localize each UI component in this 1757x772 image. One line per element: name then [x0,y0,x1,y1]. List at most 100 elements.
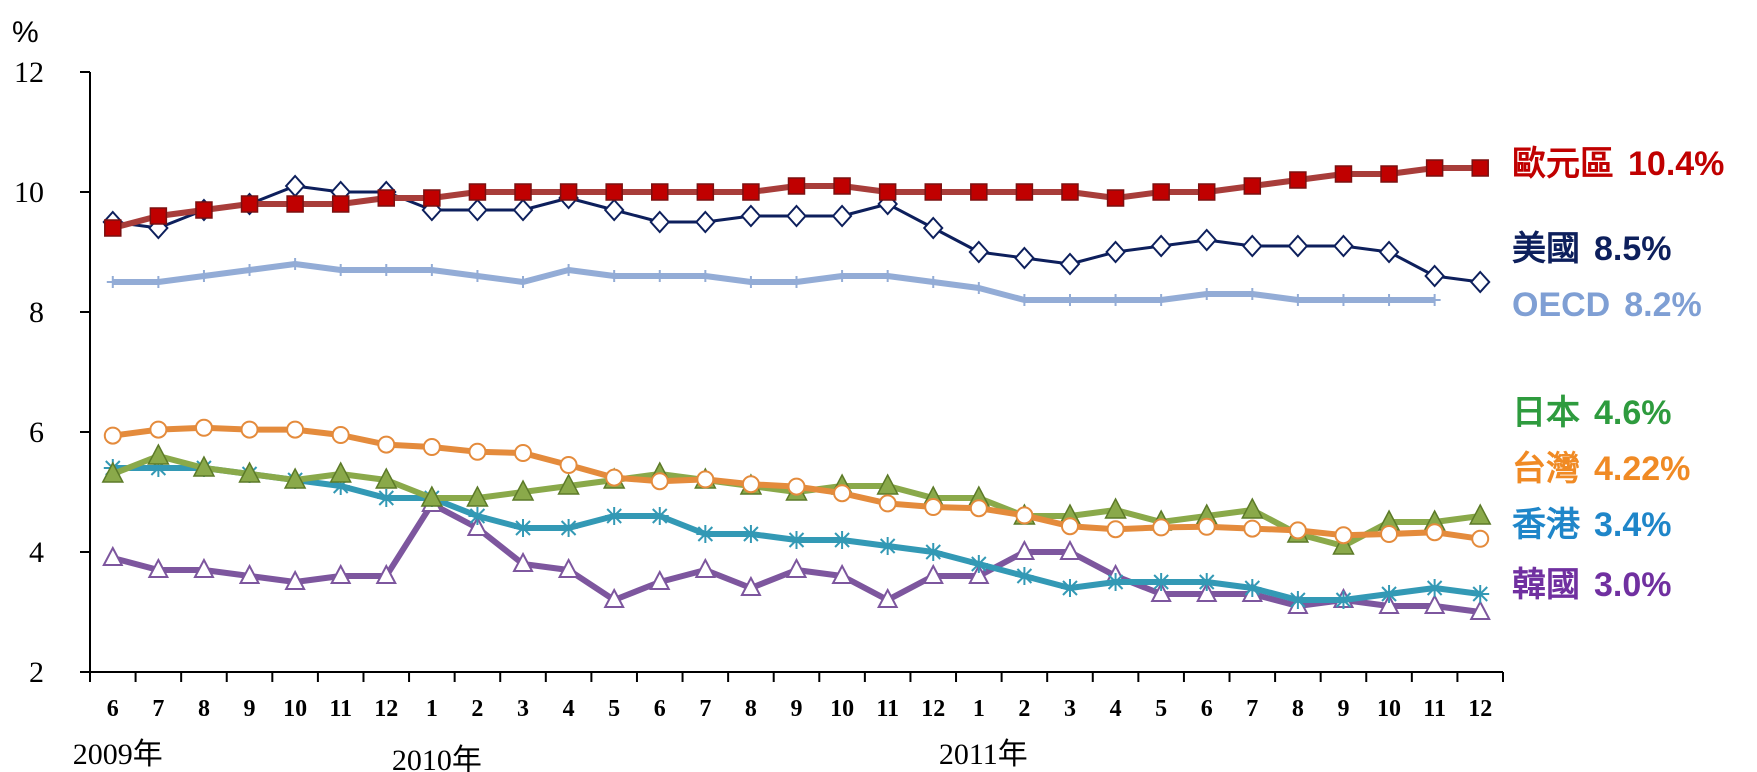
x-tick-label: 9 [791,696,803,722]
data-point [557,473,580,495]
x-tick-label: 2 [1018,696,1030,722]
data-point [744,276,757,288]
data-point [557,557,580,578]
data-point [1291,294,1304,306]
data-point [284,569,306,590]
x-tick-label: 6 [107,696,119,722]
data-point [377,189,396,207]
data-point [969,555,988,573]
data-point-stroke [1381,586,1397,602]
data-point [1059,252,1081,276]
data-point [1155,294,1168,306]
data-point [102,545,124,566]
data-point-stroke [560,520,577,536]
data-point [1106,189,1125,207]
data-point [1243,579,1262,597]
data-point [786,204,807,228]
data-point [1015,183,1034,201]
data-point [240,420,259,439]
y-tick-label: 6 [29,416,44,449]
data-point [1241,497,1264,519]
x-tick-label: 1 [973,696,985,722]
data-point [1425,159,1444,177]
data-point-stroke [1290,592,1306,608]
data-point [696,525,715,543]
legend-label: OECD 8.2% [1512,286,1702,324]
legend-series-name: 日本 [1512,394,1580,432]
data-point [334,264,347,276]
data-point [238,563,261,584]
data-point-stroke [606,508,622,524]
data-point [1288,591,1307,609]
data-point [1197,517,1216,536]
data-point [1197,573,1216,591]
data-point [1423,593,1446,614]
legend-series-value: 3.4% [1594,506,1672,544]
data-point [653,270,666,282]
data-point-stroke [879,538,896,554]
series-1 [102,174,1491,294]
data-point [1152,183,1170,201]
data-point [1288,521,1307,540]
data-point [423,189,441,207]
data-point [741,525,760,543]
data-point-stroke [515,520,531,536]
data-point [195,201,213,219]
data-point [740,204,762,228]
data-point-stroke [1107,574,1124,590]
data-point [1243,519,1262,538]
data-point [380,264,393,276]
data-point [240,195,259,213]
data-point [836,270,849,282]
data-point [514,519,533,537]
legend-series-value: 10.4% [1628,145,1724,183]
data-point [1106,573,1125,591]
data-point [608,270,621,282]
data-point [101,461,125,483]
data-point [878,537,897,555]
data-point [651,183,669,201]
legend-series-name: 歐元區 [1512,145,1614,183]
legend-label: 美國 8.5% [1512,230,1672,268]
x-tick-label: 4 [1110,696,1122,722]
series-group [101,159,1492,620]
data-point [790,276,803,288]
data-point [696,470,715,489]
data-point [694,210,716,234]
data-point [1425,579,1444,597]
data-point [511,479,535,501]
x-tick-label: 9 [1337,696,1349,722]
data-point-stroke [1244,580,1261,596]
data-point [1334,165,1353,183]
legend-label: 台灣 4.22% [1512,450,1690,488]
series-line [112,261,1435,303]
data-point [878,183,897,201]
data-point [696,183,715,201]
data-point [924,543,943,561]
data-point-stroke [1426,580,1443,596]
data-point [1378,593,1400,614]
series-0 [104,159,1489,237]
data-point [1150,234,1172,258]
data-point [1018,294,1031,306]
x-tick-label: 6 [1201,696,1213,722]
data-point [517,276,530,288]
data-point [329,461,352,483]
legend-series-value: 4.22% [1594,450,1690,488]
data-point [1333,234,1354,258]
series-4 [103,418,1490,548]
data-point [649,210,671,234]
data-point [238,461,261,483]
data-point [468,507,487,525]
data-point [425,264,438,276]
data-point [1337,294,1350,306]
data-point [1471,529,1490,548]
data-point-stroke [1199,574,1215,590]
data-point [559,456,578,474]
x-tick-label: 10 [283,696,307,722]
x-tick-label: 11 [1423,696,1446,722]
data-point [559,183,578,201]
data-point [106,276,119,288]
data-point [1059,539,1081,560]
data-point [603,198,625,222]
